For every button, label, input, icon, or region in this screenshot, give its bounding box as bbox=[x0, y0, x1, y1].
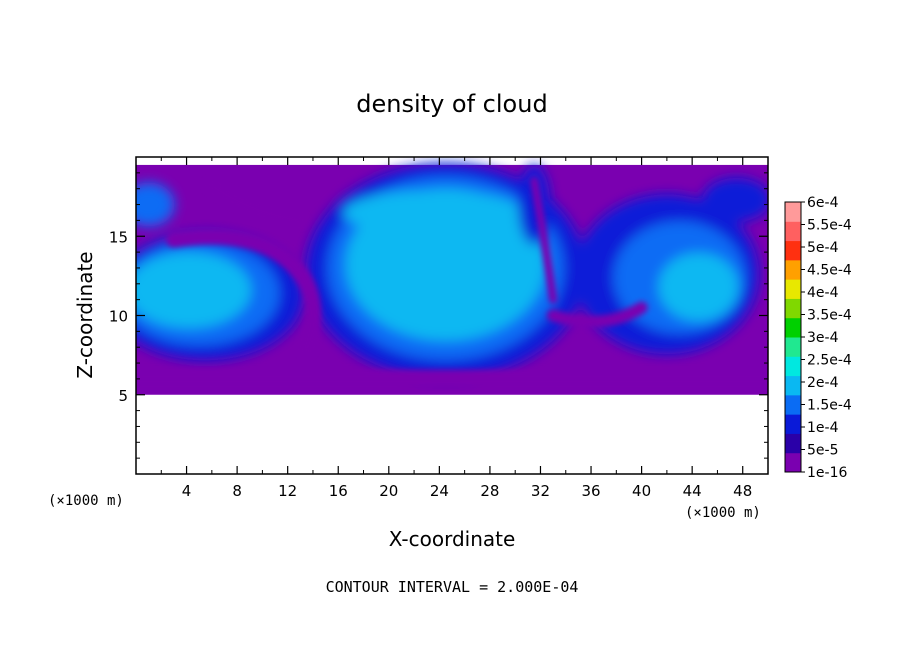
colorbar-label: 5e-5 bbox=[807, 443, 838, 459]
x-axis-unit: (×1000 m) bbox=[685, 505, 761, 521]
colorbar-label: 2.5e-4 bbox=[807, 353, 852, 369]
colorbar-label: 1e-4 bbox=[807, 420, 839, 436]
streak-right bbox=[547, 301, 648, 328]
colorbar-swatch bbox=[785, 317, 801, 338]
colorbar-label: 2e-4 bbox=[807, 375, 839, 391]
field-streaks bbox=[136, 176, 768, 388]
colorbar-swatch bbox=[785, 221, 801, 242]
colorbar-label: 4e-4 bbox=[807, 285, 839, 301]
colorbar-label: 6e-4 bbox=[807, 195, 839, 211]
colorbar-swatch bbox=[785, 279, 801, 299]
x-axis: 4 8 12 16 20 24 28 32 36 40 44 48 bbox=[160, 157, 752, 500]
x-tick-label: 32 bbox=[531, 482, 550, 500]
y-axis-label: Z-coordinate bbox=[73, 251, 97, 378]
blob-center-top bbox=[343, 190, 524, 235]
x-tick-label: 16 bbox=[329, 482, 348, 500]
x-tick-label: 44 bbox=[683, 482, 702, 500]
colorbar-swatch bbox=[785, 240, 801, 261]
y-tick-label: 5 bbox=[118, 387, 128, 405]
colorbar-label: 5e-4 bbox=[807, 240, 839, 256]
blob-left-top bbox=[136, 182, 175, 227]
colorbar-swatch bbox=[785, 394, 801, 415]
blob-left-core bbox=[136, 252, 252, 329]
colorbar-swatch bbox=[785, 452, 801, 473]
y-axis-unit: (×1000 m) bbox=[48, 493, 124, 509]
colorbar-swatch bbox=[785, 414, 801, 434]
colorbar-label: 5.5e-4 bbox=[807, 218, 852, 234]
x-tick-label: 8 bbox=[232, 482, 242, 500]
blob-right-inner bbox=[658, 252, 739, 321]
y-axis: 5 10 15 bbox=[109, 172, 768, 459]
colorbar-swatch bbox=[785, 298, 801, 319]
x-axis-label: X-coordinate bbox=[389, 527, 516, 551]
colorbar-label: 1.5e-4 bbox=[807, 398, 852, 414]
colorbar-label: 4.5e-4 bbox=[807, 263, 852, 279]
y-tick-label: 10 bbox=[109, 308, 128, 326]
x-tick-label: 36 bbox=[581, 482, 600, 500]
x-tick-label: 12 bbox=[278, 482, 297, 500]
colorbar-swatch bbox=[785, 202, 801, 222]
streak-upper bbox=[205, 179, 307, 227]
colorbar-swatch bbox=[785, 375, 801, 396]
colorbar-label: 1e-16 bbox=[807, 465, 847, 481]
x-tick-label: 48 bbox=[733, 482, 752, 500]
y-tick-label: 15 bbox=[109, 228, 128, 246]
x-tick-label: 28 bbox=[480, 482, 499, 500]
colorbar-swatch bbox=[785, 259, 801, 280]
colorbar-swatch bbox=[785, 337, 801, 357]
streak-column bbox=[530, 176, 558, 304]
x-tick-label: 4 bbox=[182, 482, 192, 500]
x-tick-label: 40 bbox=[632, 482, 651, 500]
cloud-field bbox=[136, 163, 768, 395]
colorbar-swatch bbox=[785, 356, 801, 377]
colorbar-swatch bbox=[785, 433, 801, 454]
contour-interval-note: CONTOUR INTERVAL = 2.000E-04 bbox=[326, 578, 579, 596]
streak-intrusion bbox=[165, 228, 321, 356]
x-tick-label: 20 bbox=[379, 482, 398, 500]
colorbar-label: 3.5e-4 bbox=[807, 308, 852, 324]
x-tick-label: 24 bbox=[430, 482, 449, 500]
colorbar: 1e-16 5e-5 1e-4 1.5e-4 2e-4 2.5e-4 3e-4 3.5e-4 4… bbox=[784, 195, 852, 481]
colorbar-label: 3e-4 bbox=[807, 330, 839, 346]
blob-right-top bbox=[702, 177, 768, 222]
chart-title: density of cloud bbox=[356, 90, 547, 118]
